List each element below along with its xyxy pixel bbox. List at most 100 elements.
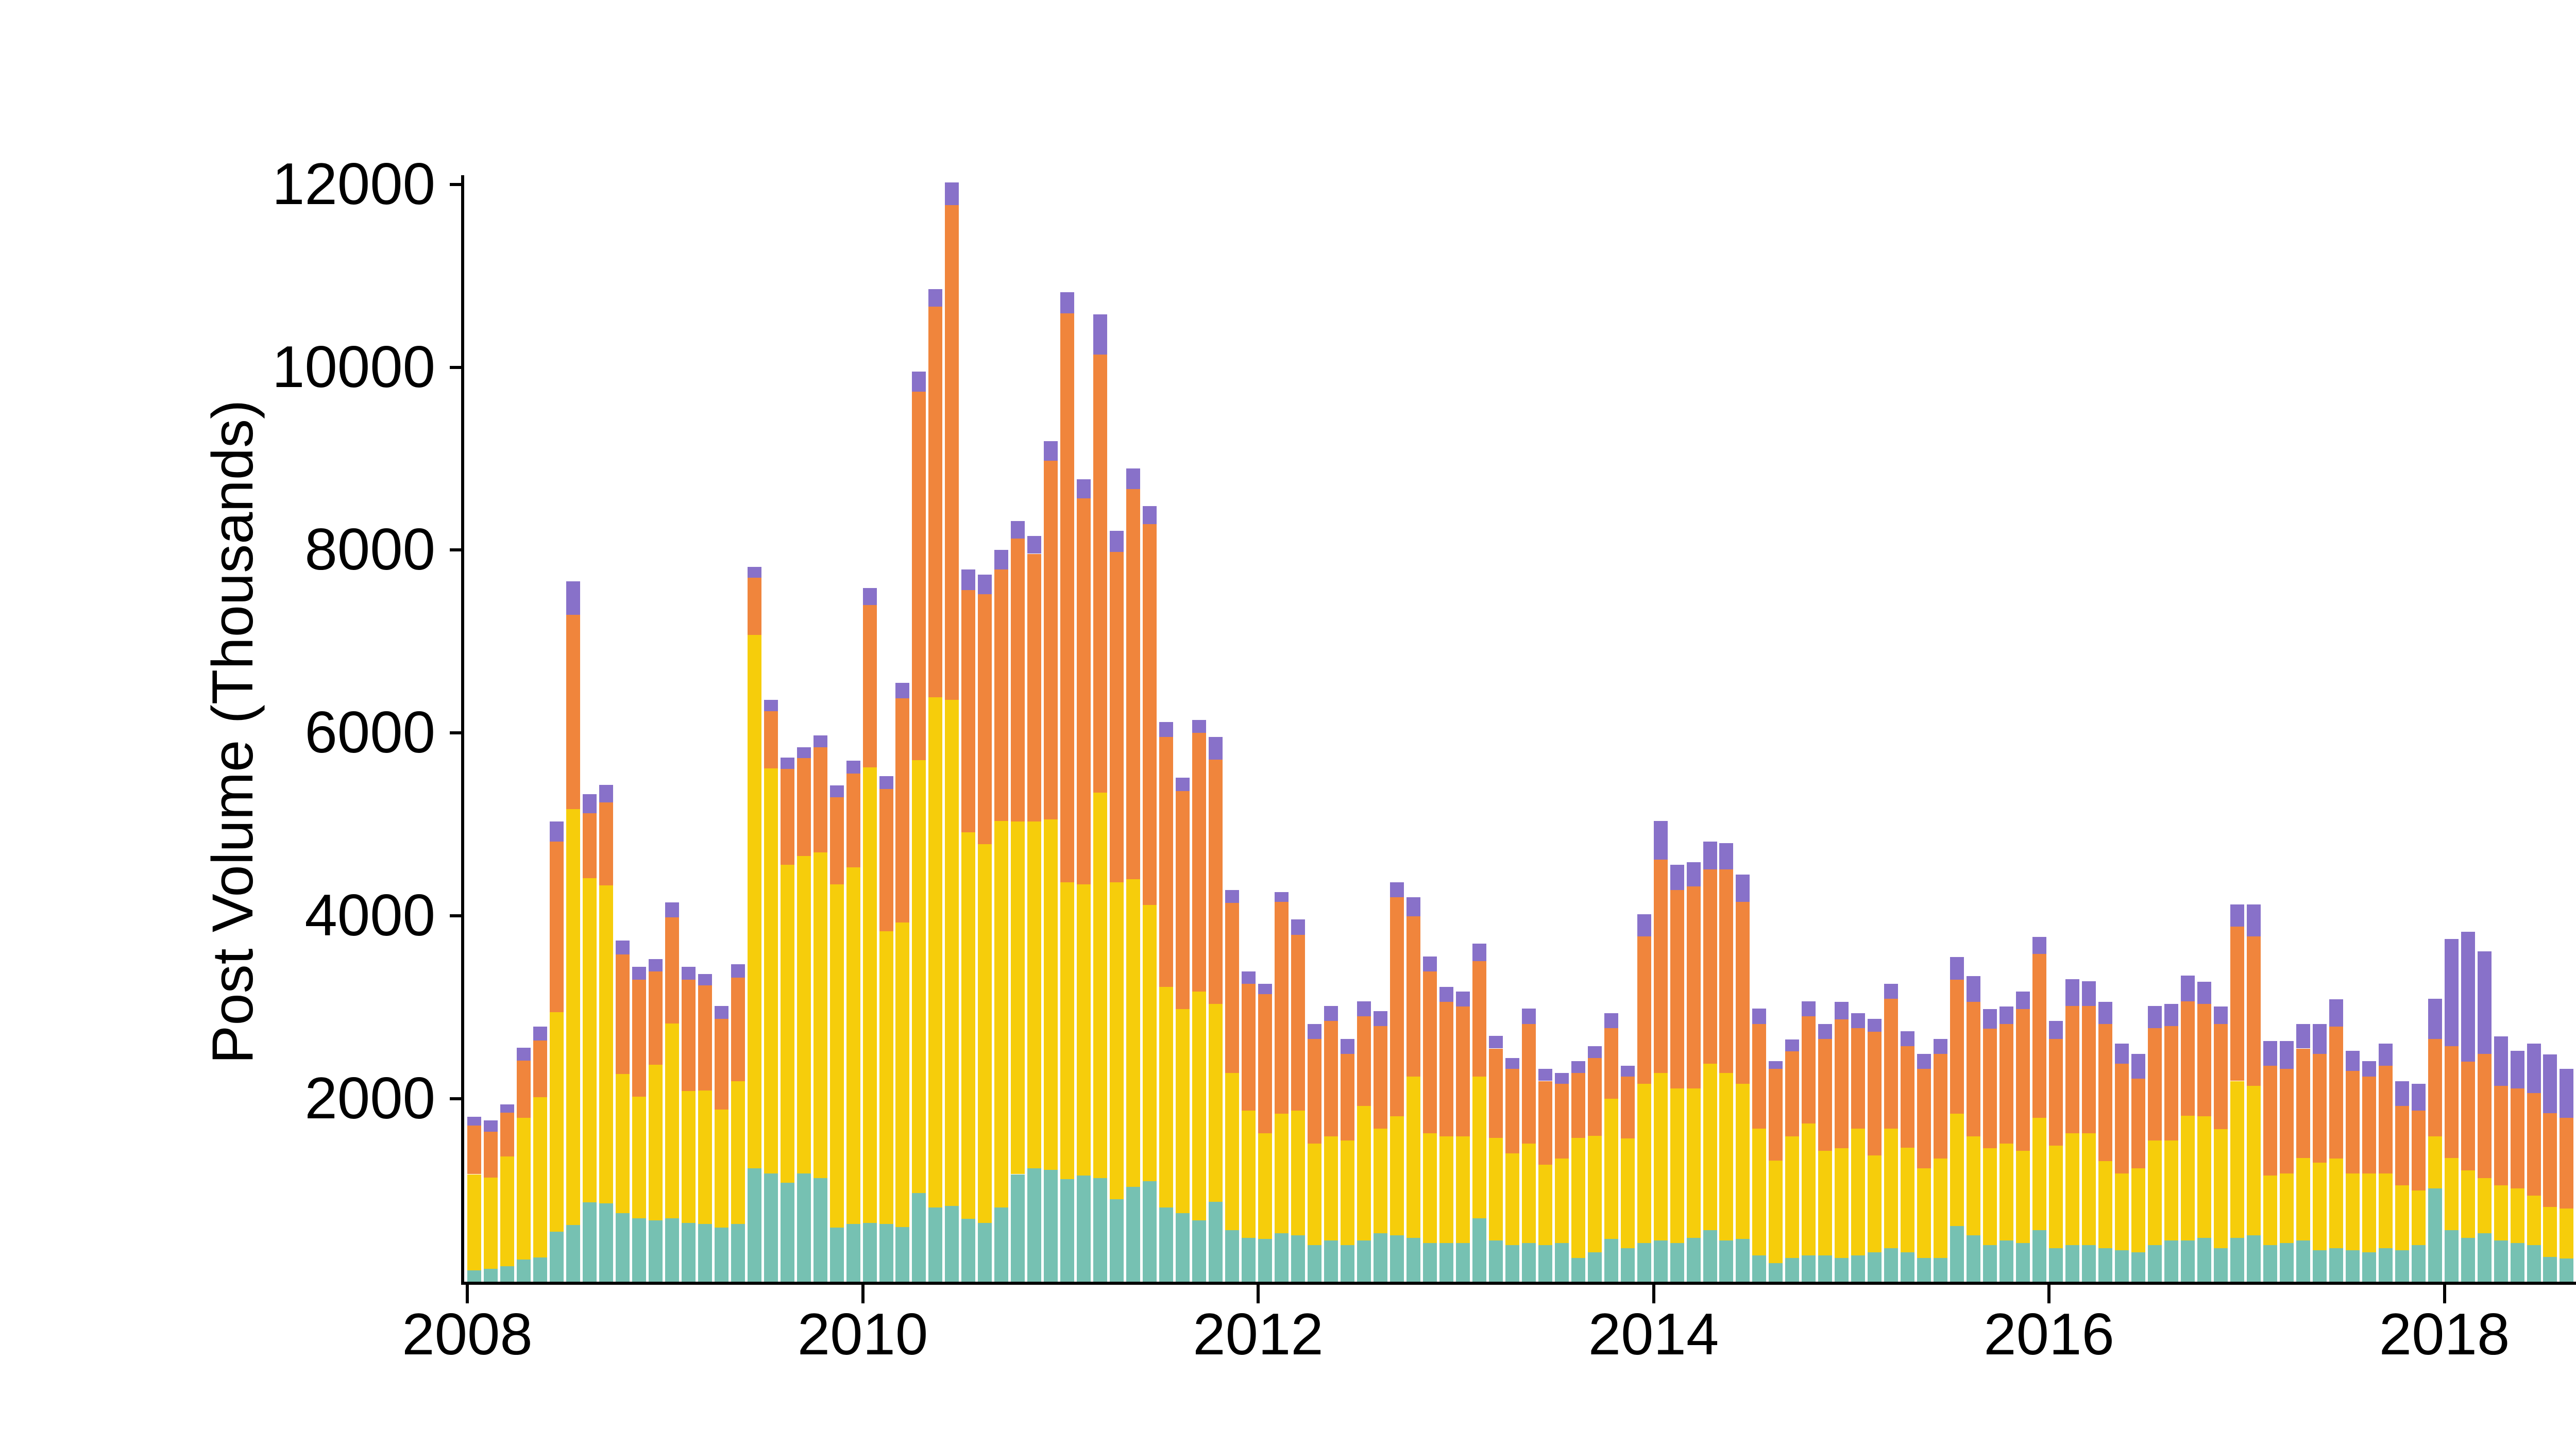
bar-3G-2015-10: [1999, 1144, 2014, 1241]
y-tick: [450, 365, 461, 369]
bar-4G-2012-04: [1307, 1038, 1321, 1144]
bar-5G-2008-03: [500, 1104, 514, 1113]
bar-2G-2013-08: [1571, 1257, 1585, 1282]
bar-4G-2013-05: [1521, 1023, 1536, 1144]
bar-4G-2013-06: [1538, 1081, 1552, 1165]
bar-3G-2017-06: [2329, 1159, 2343, 1249]
bar-4G-2013-09: [1587, 1058, 1602, 1136]
bar-2G-2009-06: [747, 1168, 761, 1282]
bar-3G-2016-11: [2213, 1129, 2228, 1249]
bar-4G-2009-06: [747, 577, 761, 635]
y-tick-label: 4000: [304, 883, 435, 949]
bar-5G-2013-03: [1488, 1035, 1503, 1049]
bar-4G-2014-01: [1653, 860, 1668, 1073]
x-tick: [1257, 1285, 1260, 1303]
bar-4G-2016-05: [2115, 1063, 2129, 1173]
bar-3G-2017-09: [2378, 1173, 2393, 1249]
bar-4G-2015-03: [1884, 998, 1899, 1129]
bar-5G-2014-04: [1703, 842, 1717, 869]
bar-2G-2008-01: [467, 1270, 481, 1282]
bar-5G-2015-04: [1901, 1031, 1915, 1047]
bar-3G-2008-11: [632, 1096, 646, 1218]
bar-3G-2012-07: [1357, 1106, 1371, 1241]
bar-4G-2014-04: [1703, 869, 1717, 1064]
bar-4G-2013-10: [1604, 1028, 1618, 1099]
bar-3G-2015-11: [2016, 1151, 2030, 1243]
bar-5G-2008-08: [582, 794, 597, 814]
bar-2G-2018-06: [2527, 1245, 2541, 1282]
bar-5G-2016-04: [2098, 1002, 2113, 1025]
bar-5G-2012-12: [1439, 986, 1453, 1002]
bar-5G-2011-06: [1143, 506, 1157, 524]
bar-5G-2012-06: [1340, 1038, 1354, 1054]
bar-3G-2009-06: [747, 634, 761, 1168]
bar-4G-2014-12: [1835, 1019, 1849, 1148]
bar-3G-2008-08: [582, 878, 597, 1202]
bar-2G-2008-10: [615, 1213, 630, 1282]
bar-2G-2011-07: [1159, 1207, 1174, 1282]
bar-2G-2010-10: [1011, 1174, 1025, 1282]
bar-5G-2014-03: [1686, 862, 1701, 887]
bar-5G-2017-01: [2246, 904, 2261, 937]
bar-2G-2018-02: [2461, 1237, 2475, 1282]
bar-4G-2018-02: [2461, 1062, 2475, 1171]
bar-5G-2010-03: [895, 682, 910, 698]
bar-5G-2015-07: [1950, 957, 1964, 980]
bar-5G-2009-04: [714, 1005, 728, 1019]
bar-4G-2008-02: [483, 1131, 498, 1178]
bar-4G-2014-08: [1769, 1068, 1783, 1161]
bar-2G-2010-01: [862, 1222, 877, 1282]
bar-2G-2012-11: [1422, 1243, 1437, 1282]
bar-2G-2014-08: [1769, 1263, 1783, 1282]
bar-3G-2012-06: [1340, 1140, 1354, 1245]
bar-5G-2014-05: [1719, 843, 1734, 869]
bar-3G-2011-05: [1126, 879, 1141, 1187]
bar-5G-2012-08: [1373, 1011, 1387, 1027]
bar-4G-2017-01: [2246, 936, 2261, 1086]
bar-2G-2016-03: [2082, 1245, 2096, 1282]
bar-4G-2012-11: [1422, 971, 1437, 1133]
bar-4G-2010-07: [961, 590, 976, 832]
bar-5G-2008-02: [483, 1120, 498, 1132]
bar-2G-2009-01: [665, 1218, 679, 1282]
bar-3G-2008-06: [549, 1012, 564, 1232]
x-tick: [2443, 1285, 2446, 1303]
bar-2G-2013-02: [1472, 1218, 1486, 1282]
bar-5G-2014-09: [1785, 1039, 1800, 1051]
bar-2G-2016-08: [2164, 1240, 2178, 1282]
bar-4G-2009-10: [813, 747, 827, 852]
bar-3G-2015-09: [1983, 1148, 1997, 1245]
bar-5G-2008-10: [615, 941, 630, 954]
bar-4G-2009-04: [714, 1018, 728, 1110]
bar-4G-2015-10: [1999, 1024, 2014, 1144]
bar-3G-2012-09: [1389, 1116, 1404, 1236]
bar-2G-2009-08: [780, 1183, 794, 1282]
bar-2G-2017-01: [2246, 1235, 2261, 1282]
bar-3G-2014-07: [1752, 1128, 1767, 1256]
bar-3G-2017-02: [2263, 1176, 2277, 1246]
bar-4G-2015-04: [1901, 1046, 1915, 1148]
bar-4G-2011-08: [1176, 791, 1190, 1010]
bar-3G-2016-03: [2082, 1133, 2096, 1245]
bar-4G-2009-07: [764, 711, 778, 768]
bar-3G-2013-03: [1488, 1138, 1503, 1241]
bar-2G-2012-02: [1275, 1233, 1289, 1282]
bar-2G-2018-04: [2494, 1240, 2508, 1282]
bar-3G-2008-12: [648, 1065, 663, 1221]
bar-5G-2012-04: [1307, 1023, 1321, 1039]
bar-3G-2016-08: [2164, 1140, 2178, 1241]
bar-2G-2009-12: [846, 1224, 860, 1282]
bar-2G-2017-12: [2428, 1188, 2442, 1282]
bar-4G-2012-01: [1258, 994, 1273, 1133]
bar-5G-2013-02: [1472, 944, 1486, 962]
bar-2G-2016-05: [2115, 1250, 2129, 1282]
bar-5G-2013-10: [1604, 1013, 1618, 1029]
bar-3G-2009-10: [813, 852, 827, 1178]
bar-4G-2008-05: [533, 1041, 547, 1098]
bar-5G-2009-11: [829, 785, 844, 797]
bar-4G-2008-04: [516, 1060, 531, 1118]
bar-3G-2011-03: [1093, 792, 1108, 1178]
bar-2G-2010-08: [978, 1222, 992, 1282]
bar-2G-2017-09: [2378, 1248, 2393, 1282]
bar-2G-2012-08: [1373, 1233, 1387, 1282]
